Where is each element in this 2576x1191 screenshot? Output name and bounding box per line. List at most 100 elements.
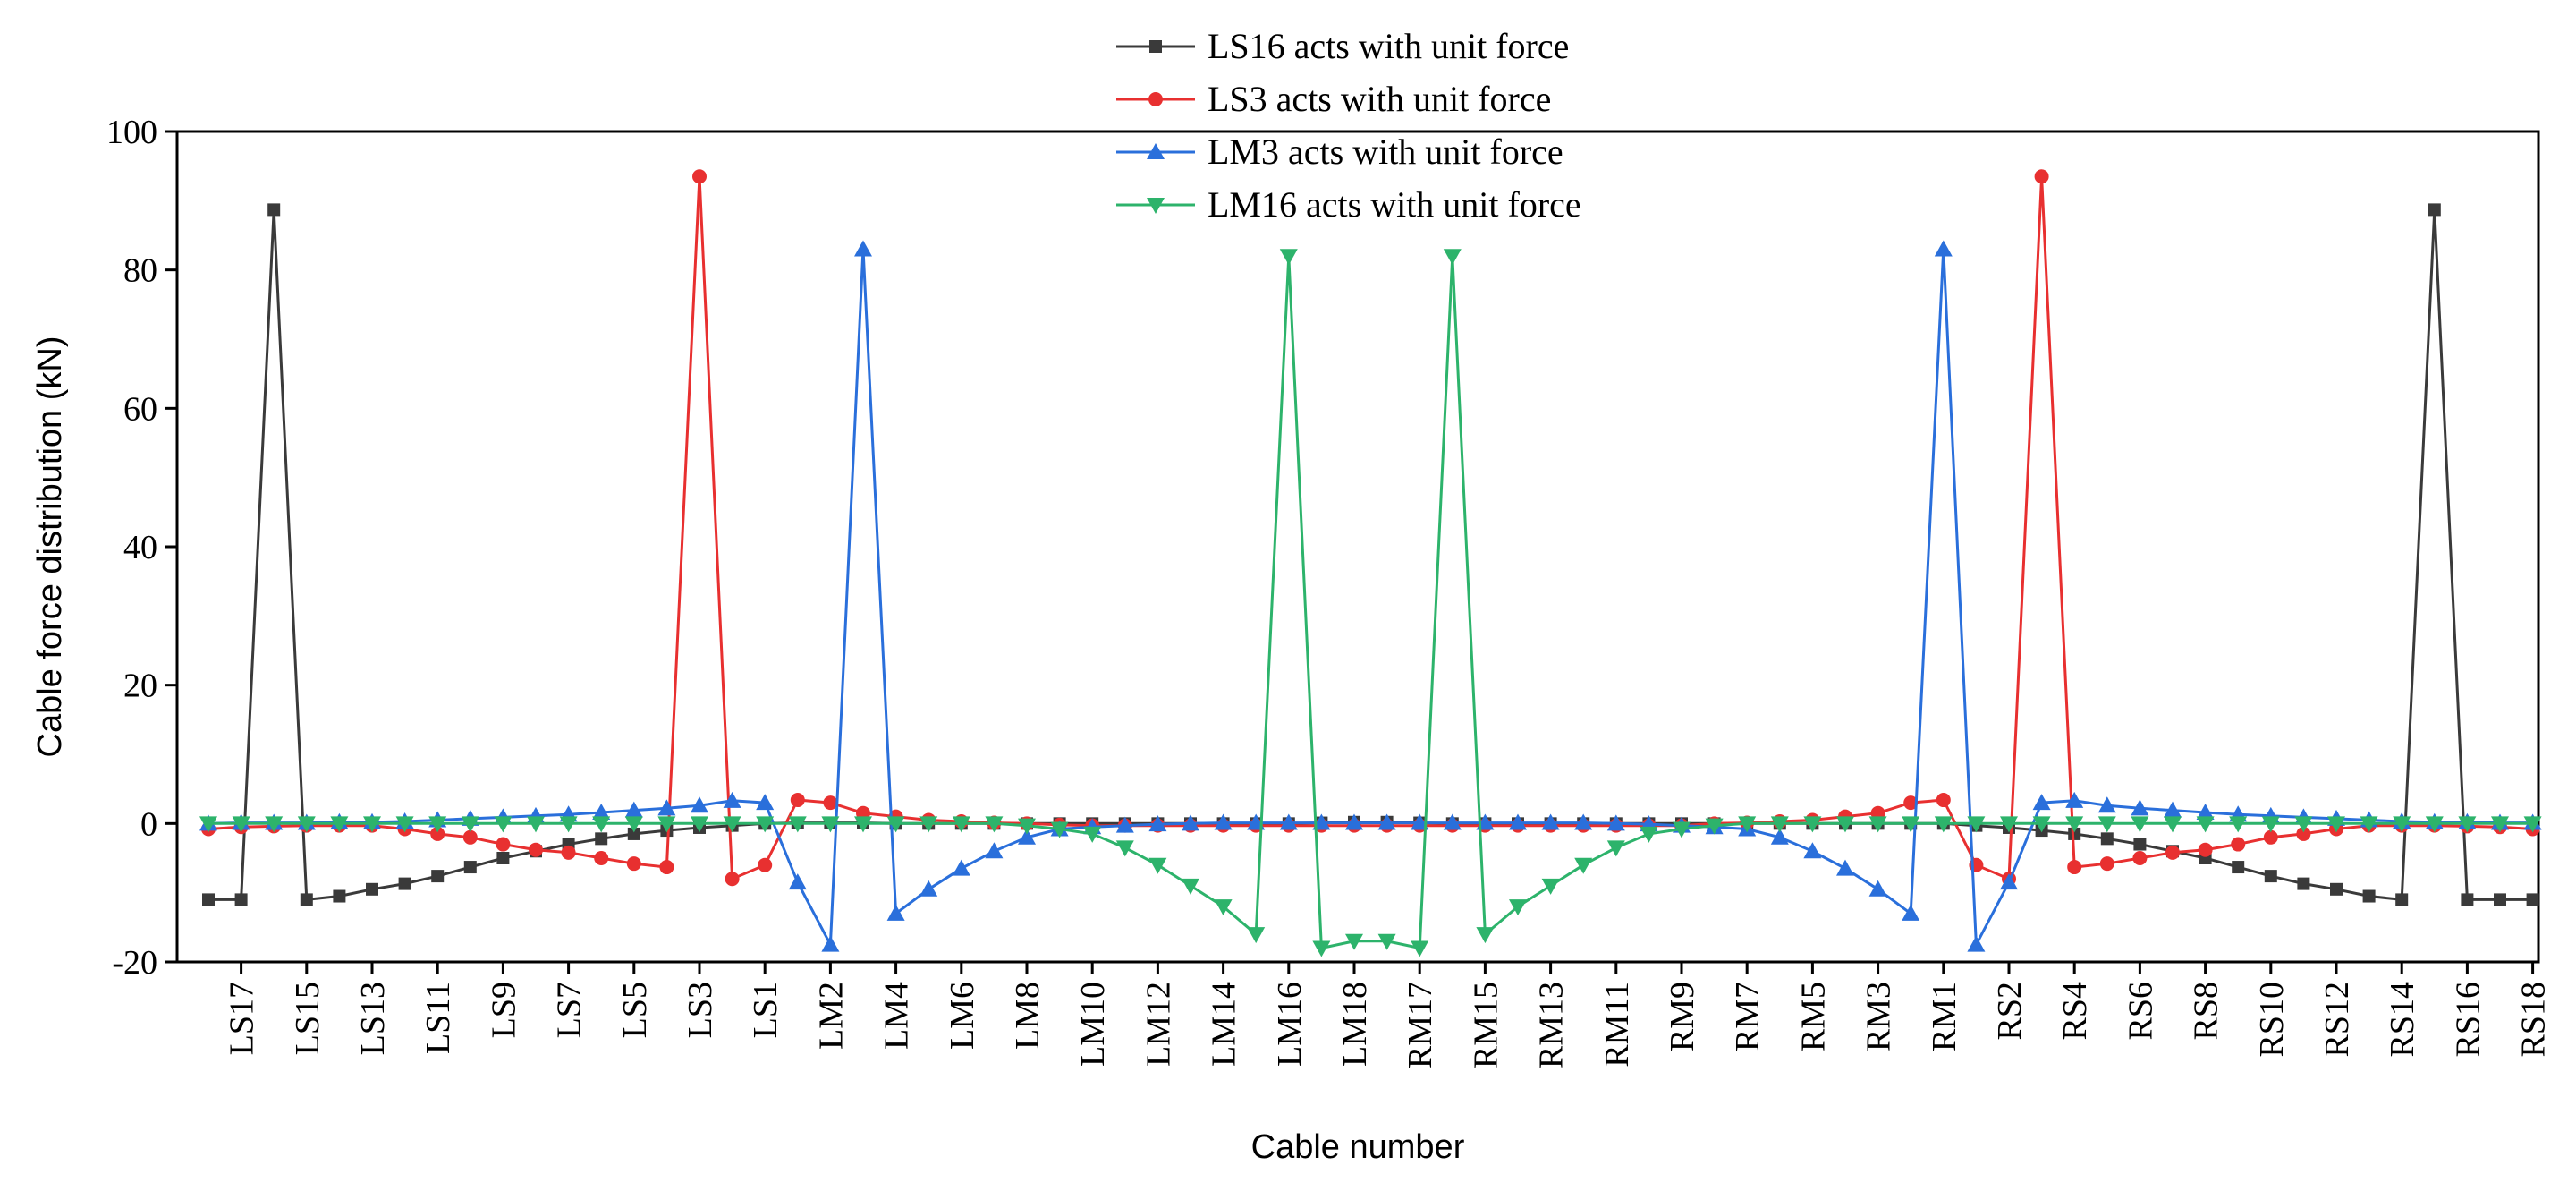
data-point: [1640, 826, 1658, 843]
data-point: [952, 816, 970, 833]
data-point: [756, 816, 775, 833]
data-point: [2297, 877, 2310, 890]
data-point: [1936, 793, 1951, 808]
data-point: [2034, 169, 2049, 184]
data-point: [199, 816, 217, 833]
data-point: [2263, 829, 2278, 845]
x-tick-label: LM10: [1074, 982, 1112, 1067]
data-point: [886, 816, 905, 833]
y-tick-label: -20: [112, 944, 157, 982]
data-point: [1673, 821, 1690, 838]
data-point: [1705, 818, 1724, 835]
data-point: [1803, 816, 1822, 833]
data-point: [330, 816, 349, 833]
x-tick-label: RM17: [1402, 982, 1439, 1068]
data-point: [788, 816, 807, 833]
data-point: [428, 816, 447, 833]
data-point: [592, 816, 611, 833]
x-tick-label: LS11: [419, 982, 457, 1054]
legend: LS16 acts with unit force LS3 acts with u…: [1116, 26, 1581, 225]
series-3: [199, 249, 2542, 957]
data-point: [2362, 889, 2376, 903]
series-line-1: [208, 176, 2533, 881]
data-point: [494, 816, 513, 833]
data-point: [1377, 813, 1396, 830]
data-point: [462, 829, 478, 845]
data-point: [2229, 816, 2248, 833]
data-point: [232, 816, 250, 833]
data-point: [430, 826, 445, 841]
data-point: [2461, 893, 2474, 906]
legend-label: LS16 acts with unit force: [1208, 26, 1569, 66]
series-1: [201, 169, 2540, 887]
data-point: [1214, 813, 1233, 830]
data-point: [854, 816, 872, 833]
x-tick-label: LS7: [551, 982, 589, 1038]
x-tick-label: RS16: [2449, 982, 2487, 1057]
x-tick-label: LM8: [1009, 982, 1046, 1050]
x-tick-label: RM9: [1664, 982, 1701, 1051]
data-point: [2131, 799, 2149, 816]
data-point: [821, 816, 840, 833]
x-tick-label: LM16: [1271, 982, 1309, 1067]
data-point: [1345, 813, 1363, 830]
data-point: [1606, 840, 1625, 857]
series-line-0: [208, 209, 2533, 902]
data-point: [1443, 249, 1462, 266]
data-point: [1574, 813, 1593, 830]
data-point: [624, 816, 643, 833]
x-tick-label: LM2: [812, 982, 850, 1050]
data-point: [496, 837, 511, 852]
data-point: [300, 893, 313, 906]
data-point: [2294, 816, 2313, 833]
data-point: [1738, 816, 1757, 833]
data-point: [1967, 816, 1986, 833]
data-point: [2360, 816, 2378, 833]
data-point: [2097, 796, 2116, 813]
series-lines: [199, 169, 2542, 957]
data-point: [594, 851, 609, 865]
data-point: [985, 816, 1004, 833]
data-point: [1903, 795, 1919, 811]
data-point: [2067, 860, 2082, 875]
data-point: [2393, 816, 2411, 833]
legend-marker: [1148, 92, 1163, 106]
data-point: [985, 842, 1004, 859]
data-point: [2196, 816, 2215, 833]
data-point: [1868, 816, 1887, 833]
data-point: [1148, 815, 1167, 832]
y-tick-label: 80: [123, 252, 157, 290]
x-tick-label: RS6: [2122, 982, 2159, 1040]
data-point: [2494, 893, 2506, 906]
data-point: [2132, 851, 2148, 865]
data-point: [561, 845, 576, 860]
data-point: [1182, 878, 1199, 895]
data-point: [1574, 857, 1593, 874]
x-tick-label: LM18: [1336, 982, 1374, 1067]
data-point: [2100, 832, 2114, 846]
data-point: [756, 794, 775, 811]
data-point: [1509, 813, 1527, 830]
x-tick-label: LS15: [289, 982, 326, 1055]
data-point: [1345, 933, 1363, 950]
x-tick-label: RS2: [1991, 982, 2029, 1040]
data-point: [1606, 814, 1625, 831]
data-point: [1868, 880, 1887, 897]
data-point: [1770, 816, 1789, 833]
data-point: [2133, 838, 2147, 851]
data-point: [723, 791, 741, 808]
data-point: [1443, 813, 1462, 830]
data-point: [1967, 935, 1986, 952]
data-point: [1247, 927, 1266, 944]
x-tick-label: RS4: [2056, 982, 2094, 1040]
data-point: [592, 803, 611, 820]
data-point: [1115, 816, 1134, 833]
data-point: [758, 857, 773, 872]
data-point: [595, 832, 608, 846]
y-tick-label: 20: [123, 668, 157, 705]
data-point: [627, 827, 640, 840]
data-point: [691, 816, 708, 833]
data-point: [395, 816, 414, 833]
data-point: [2196, 803, 2215, 820]
